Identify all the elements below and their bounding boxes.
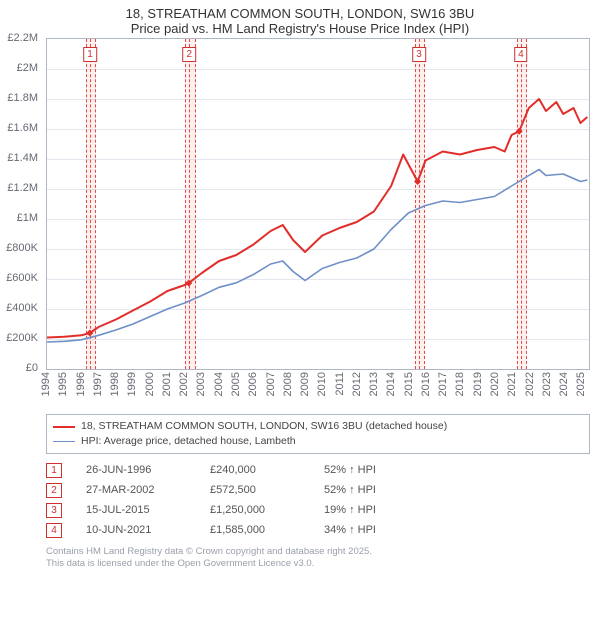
x-tick-label: 2018 <box>454 372 466 396</box>
y-tick-label: £1.6M <box>7 122 38 134</box>
transaction-number-box: 3 <box>412 47 426 62</box>
transaction-number-box: 1 <box>83 47 97 62</box>
plot-wrapper: £0£200K£400K£600K£800K£1M£1.2M£1.4M£1.6M… <box>0 38 600 370</box>
transaction-row-date: 10-JUN-2021 <box>86 520 186 540</box>
x-tick-label: 2021 <box>506 372 518 396</box>
footer-line-1: Contains HM Land Registry data © Crown c… <box>46 546 590 558</box>
x-tick-label: 1996 <box>75 372 87 396</box>
title-line-2: Price paid vs. HM Land Registry's House … <box>10 21 590 36</box>
footer-line-2: This data is licensed under the Open Gov… <box>46 558 590 570</box>
plot-area: 1 2 3 4 <box>46 38 590 370</box>
x-tick-label: 2024 <box>558 372 570 396</box>
legend-swatch <box>53 441 75 442</box>
y-tick-label: £1M <box>17 212 38 224</box>
x-tick-label: 2010 <box>316 372 328 396</box>
legend-item: HPI: Average price, detached house, Lamb… <box>53 434 583 449</box>
legend-swatch <box>53 426 75 428</box>
legend: 18, STREATHAM COMMON SOUTH, LONDON, SW16… <box>46 414 590 454</box>
y-tick-label: £1.4M <box>7 152 38 164</box>
x-tick-label: 2020 <box>489 372 501 396</box>
chart-title: 18, STREATHAM COMMON SOUTH, LONDON, SW16… <box>0 0 600 38</box>
transaction-row: 3 15-JUL-2015 £1,250,000 19% ↑ HPI <box>46 500 590 520</box>
y-axis-labels: £0£200K£400K£600K£800K£1M£1.2M£1.4M£1.6M… <box>0 38 42 368</box>
x-tick-label: 2012 <box>351 372 363 396</box>
x-tick-label: 2000 <box>144 372 156 396</box>
transactions-table: 1 26-JUN-1996 £240,000 52% ↑ HPI 2 27-MAR-200… <box>46 460 590 540</box>
legend-label: HPI: Average price, detached house, Lamb… <box>81 434 296 449</box>
x-tick-label: 2019 <box>472 372 484 396</box>
x-tick-label: 2013 <box>368 372 380 396</box>
y-tick-label: £2M <box>17 62 38 74</box>
x-tick-label: 2023 <box>541 372 553 396</box>
transaction-row: 2 27-MAR-2002 £572,500 52% ↑ HPI <box>46 480 590 500</box>
title-line-1: 18, STREATHAM COMMON SOUTH, LONDON, SW16… <box>10 6 590 21</box>
transaction-row-marker: 2 <box>46 483 62 498</box>
y-tick-label: £200K <box>6 332 38 344</box>
x-tick-label: 2011 <box>334 372 346 396</box>
transaction-row-marker: 3 <box>46 503 62 518</box>
transaction-row: 4 10-JUN-2021 £1,585,000 34% ↑ HPI <box>46 520 590 540</box>
x-axis-labels: 1994199519961997199819992000200120022003… <box>46 370 590 410</box>
x-tick-label: 2017 <box>437 372 449 396</box>
transaction-row-marker: 4 <box>46 523 62 538</box>
transaction-row-hpi: 52% ↑ HPI <box>324 460 376 480</box>
x-tick-label: 1994 <box>40 372 52 396</box>
legend-item: 18, STREATHAM COMMON SOUTH, LONDON, SW16… <box>53 419 583 434</box>
x-tick-label: 2022 <box>524 372 536 396</box>
chart-container: { "title": { "line1": "18, STREATHAM COM… <box>0 0 600 570</box>
transaction-row-price: £572,500 <box>210 480 300 500</box>
transaction-row-price: £240,000 <box>210 460 300 480</box>
transaction-row-date: 26-JUN-1996 <box>86 460 186 480</box>
y-tick-label: £2.2M <box>7 32 38 44</box>
y-tick-label: £400K <box>6 302 38 314</box>
y-tick-label: £600K <box>6 272 38 284</box>
transaction-row-date: 27-MAR-2002 <box>86 480 186 500</box>
x-tick-label: 2007 <box>265 372 277 396</box>
x-tick-label: 1995 <box>57 372 69 396</box>
x-tick-label: 2005 <box>230 372 242 396</box>
transaction-row-hpi: 52% ↑ HPI <box>324 480 376 500</box>
transaction-row-date: 15-JUL-2015 <box>86 500 186 520</box>
x-tick-label: 2001 <box>161 372 173 396</box>
transaction-row-price: £1,250,000 <box>210 500 300 520</box>
x-tick-label: 2002 <box>178 372 190 396</box>
y-tick-label: £800K <box>6 242 38 254</box>
y-tick-label: £1.8M <box>7 92 38 104</box>
x-tick-label: 2003 <box>195 372 207 396</box>
x-tick-label: 2006 <box>247 372 259 396</box>
x-tick-label: 2015 <box>403 372 415 396</box>
x-tick-label: 2008 <box>282 372 294 396</box>
y-tick-label: £0 <box>26 362 38 374</box>
legend-label: 18, STREATHAM COMMON SOUTH, LONDON, SW16… <box>81 419 447 434</box>
x-tick-label: 1997 <box>92 372 104 396</box>
transaction-row-hpi: 19% ↑ HPI <box>324 500 376 520</box>
x-tick-label: 2009 <box>299 372 311 396</box>
x-tick-label: 2016 <box>420 372 432 396</box>
x-tick-label: 2014 <box>385 372 397 396</box>
x-tick-label: 2004 <box>213 372 225 396</box>
transaction-number-box: 4 <box>514 47 528 62</box>
footer-attribution: Contains HM Land Registry data © Crown c… <box>46 546 590 570</box>
x-tick-label: 1999 <box>126 372 138 396</box>
transaction-marker-boxes: 1 2 3 4 <box>47 39 589 369</box>
y-tick-label: £1.2M <box>7 182 38 194</box>
transaction-row-hpi: 34% ↑ HPI <box>324 520 376 540</box>
transaction-row-marker: 1 <box>46 463 62 478</box>
transaction-number-box: 2 <box>183 47 197 62</box>
transaction-row: 1 26-JUN-1996 £240,000 52% ↑ HPI <box>46 460 590 480</box>
x-tick-label: 1998 <box>109 372 121 396</box>
transaction-row-price: £1,585,000 <box>210 520 300 540</box>
x-tick-label: 2025 <box>575 372 587 396</box>
